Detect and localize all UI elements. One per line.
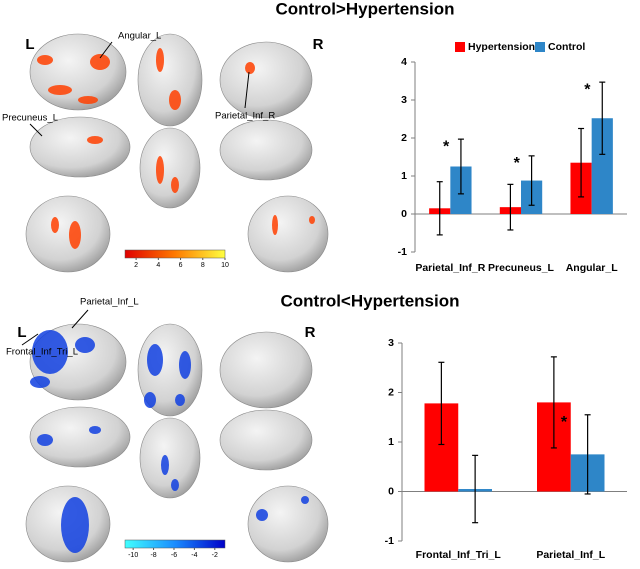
colorbar-tick-label: -2 [212, 552, 218, 559]
activation-blob [51, 217, 59, 233]
activation-blob [61, 497, 89, 553]
region-arrow [71, 309, 89, 329]
activation-blob [175, 394, 185, 406]
region-arrow [21, 333, 39, 346]
colorbar [124, 249, 226, 259]
activation-blob [171, 479, 179, 491]
activation-blob [169, 90, 181, 110]
x-tick-label: Angular_L [566, 262, 619, 274]
region-label: Frontal_Inf_Tri_L [6, 347, 78, 358]
activation-blob [272, 215, 278, 235]
colorbar-tick-label: 2 [134, 262, 138, 269]
activation-blob [245, 62, 255, 74]
region-label: Parietal_Inf_R [215, 111, 275, 122]
legend-swatch [455, 42, 465, 52]
activation-blob [90, 54, 110, 70]
hemisphere-label: L [17, 324, 26, 341]
legend-label: Control [548, 41, 585, 53]
legend-label: Hypertension [468, 41, 535, 53]
activation-blob [171, 177, 179, 193]
significance-mark: * [443, 138, 450, 155]
x-tick-label: Parietal_Inf_L [536, 549, 605, 561]
legend-swatch [535, 42, 545, 52]
hemisphere-label: L [25, 36, 34, 53]
region-label: Parietal_Inf_L [80, 297, 139, 308]
panel-title: Control<Hypertension [281, 291, 460, 310]
x-tick-label: Frontal_Inf_Tri_L [416, 549, 502, 561]
hemisphere-label: R [305, 324, 316, 341]
region-arrow [244, 71, 250, 109]
colorbar-tick-label: 6 [179, 262, 183, 269]
activation-blob [301, 496, 309, 504]
brain-render [29, 406, 131, 468]
y-tick-label: 3 [388, 337, 394, 349]
significance-mark: * [584, 81, 591, 98]
y-tick-label: 2 [401, 132, 407, 144]
colorbar [124, 539, 226, 549]
significance-mark: * [514, 155, 521, 172]
activation-blob [48, 85, 72, 95]
colorbar-tick-label: -4 [191, 552, 197, 559]
activation-blob [156, 48, 164, 72]
x-tick-label: Parietal_Inf_R [415, 262, 485, 274]
activation-blob [75, 337, 95, 353]
brain-render [137, 33, 203, 127]
colorbar-tick-label: -10 [128, 552, 138, 559]
y-tick-label: 1 [401, 170, 407, 182]
y-tick-label: 1 [388, 436, 394, 448]
brain-panel: Control<Hypertension L R Parietal_Inf_L Fron… [6, 291, 460, 563]
panel-title: Control>Hypertension [276, 0, 455, 18]
brain-render [29, 116, 131, 178]
activation-blob [30, 376, 50, 388]
activation-blob [147, 344, 163, 376]
activation-blob [37, 434, 53, 446]
y-tick-label: 4 [401, 56, 407, 68]
activation-blob [161, 455, 169, 475]
x-tick-label: Precuneus_L [488, 262, 555, 274]
activation-blob [89, 426, 101, 434]
colorbar-tick-label: 4 [156, 262, 160, 269]
brain-render [247, 485, 329, 563]
brain-render [219, 331, 313, 409]
colorbar-tick-label: 10 [221, 262, 229, 269]
brain-panel: Control>Hypertension L R Angular_L Precuneus… [2, 0, 455, 273]
brain-render [29, 33, 127, 111]
activation-blob [32, 330, 68, 374]
y-tick-label: 2 [388, 386, 394, 398]
y-tick-label: -1 [398, 246, 407, 258]
significance-mark: * [561, 414, 568, 431]
activation-blob [256, 509, 268, 521]
y-tick-label: -1 [385, 535, 394, 547]
activation-blob [144, 392, 156, 408]
brain-render [25, 195, 111, 273]
activation-blob [309, 216, 315, 224]
colorbar-tick-label: -6 [171, 552, 177, 559]
y-tick-label: 0 [388, 485, 394, 497]
activation-blob [179, 351, 191, 379]
y-tick-label: 0 [401, 208, 407, 220]
region-arrow [29, 123, 43, 137]
brain-render [219, 41, 313, 119]
brain-render [247, 195, 329, 273]
brain-render [219, 409, 313, 471]
brain-render [139, 127, 201, 209]
activation-blob [78, 96, 98, 104]
activation-blob [87, 136, 103, 144]
colorbar-tick-label: -8 [150, 552, 156, 559]
region-arrow [99, 41, 113, 59]
brain-render [139, 417, 201, 499]
region-label: Angular_L [118, 31, 161, 42]
colorbar-tick-label: 8 [201, 262, 205, 269]
region-label: Precuneus_L [2, 113, 58, 124]
activation-blob [69, 221, 81, 249]
bar [591, 118, 613, 214]
activation-blob [156, 156, 164, 184]
activation-blob [37, 55, 53, 65]
hemisphere-label: R [313, 36, 324, 53]
y-tick-label: 3 [401, 94, 407, 106]
brain-render [219, 119, 313, 181]
